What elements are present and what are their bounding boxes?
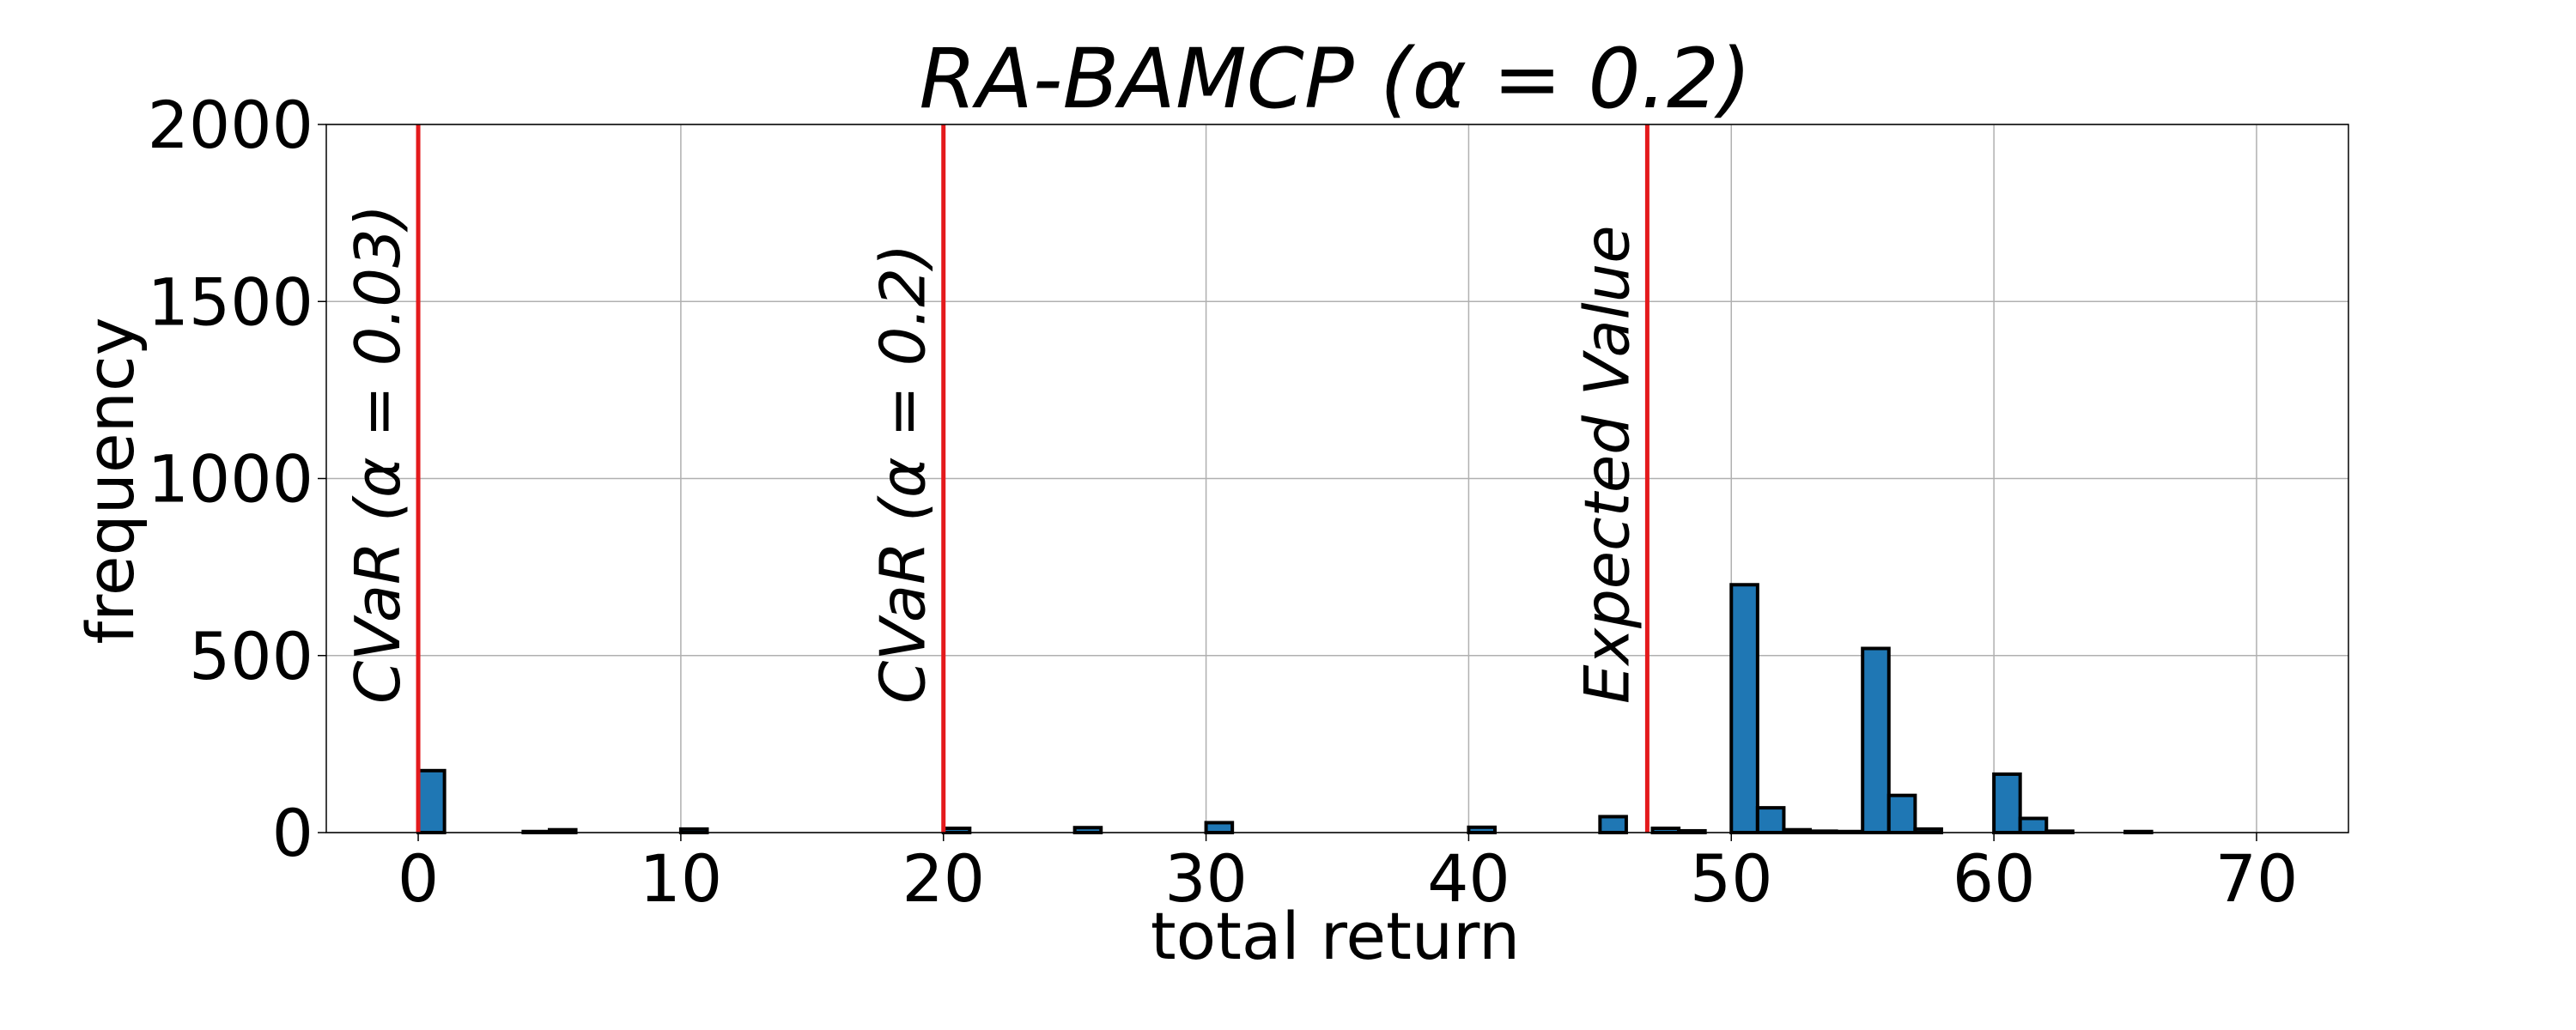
x-tick-label: 30 [1164, 840, 1248, 917]
x-tick-label: 60 [1953, 840, 2036, 917]
histogram-bar [2018, 816, 2049, 834]
y-tick-label: 500 [189, 618, 313, 694]
histogram-bar [1755, 806, 1786, 834]
x-axis-ticks: 0 10 20 30 40 50 60 70 [398, 833, 2298, 917]
x-tick-label: 0 [398, 840, 439, 917]
x-axis-label: total return [1151, 898, 1520, 974]
y-axis-label: frequency [72, 317, 149, 644]
x-tick-label: 70 [2215, 840, 2299, 917]
histogram-bar [1992, 772, 2022, 834]
y-axis-ticks: 0 500 1000 1500 2000 [148, 87, 326, 871]
y-tick-label: 1000 [148, 441, 313, 518]
histogram-bar [1204, 821, 1235, 835]
histogram-bar [1861, 646, 1891, 834]
x-tick-label: 40 [1427, 840, 1510, 917]
histogram-bar [1467, 825, 1498, 834]
chart-title: RA-BAMCP (α = 0.2) [919, 31, 1751, 127]
reference-line-label: Expected Value [1571, 225, 1643, 704]
histogram-bar [1729, 583, 1759, 834]
histogram-bar [416, 768, 447, 834]
histogram-bars [416, 583, 2154, 835]
reference-line-label: CVaR (α = 0.2) [867, 244, 939, 704]
reference-lines: CVaR (α = 0.03) CVaR (α = 0.2) Expected Va… [342, 124, 1649, 833]
x-tick-label: 10 [640, 840, 723, 917]
histogram-bar [1886, 793, 1917, 834]
y-tick-label: 1500 [148, 264, 313, 340]
y-tick-label: 0 [272, 795, 313, 871]
reference-line-label: CVaR (α = 0.03) [342, 204, 414, 704]
x-tick-label: 20 [902, 840, 985, 917]
x-tick-label: 50 [1690, 840, 1773, 917]
grid-lines [326, 124, 2348, 833]
y-tick-label: 2000 [148, 87, 313, 163]
histogram-bar [1598, 815, 1628, 834]
histogram-bar [1072, 826, 1103, 834]
